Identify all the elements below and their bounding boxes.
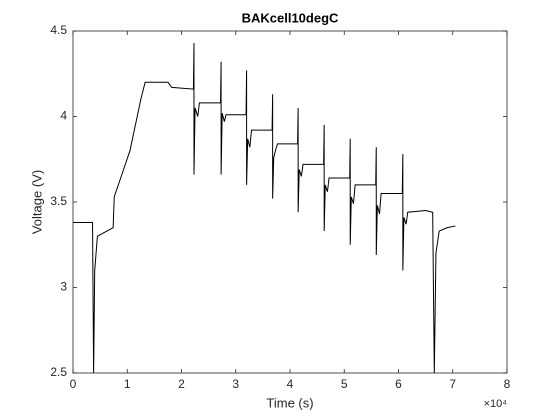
y-tick-label: 4.5	[50, 23, 67, 37]
plot-area	[72, 30, 508, 374]
y-tick-label: 4	[60, 109, 67, 123]
y-tick-label: 3	[60, 280, 67, 294]
x-tick-label: 1	[124, 377, 131, 391]
line-series	[73, 42, 456, 374]
x-tick-label: 6	[395, 377, 402, 391]
x-tick-label: 7	[449, 377, 456, 391]
x-tick-label: 0	[70, 377, 77, 391]
x-axis-label: Time (s)	[266, 395, 313, 410]
y-axis-label: Voltage (V)	[29, 170, 44, 234]
x-tick-label: 4	[287, 377, 294, 391]
x-tick-label: 8	[504, 377, 511, 391]
y-tick-label: 2.5	[50, 365, 67, 379]
x-tick-label: 3	[232, 377, 239, 391]
x-tick-label: 2	[178, 377, 185, 391]
y-tick-label: 3.5	[50, 194, 67, 208]
x-tick-label: 5	[341, 377, 348, 391]
chart-title: BAKcell10degC	[242, 10, 339, 25]
x-exponent-label: ×10⁴	[484, 398, 508, 410]
